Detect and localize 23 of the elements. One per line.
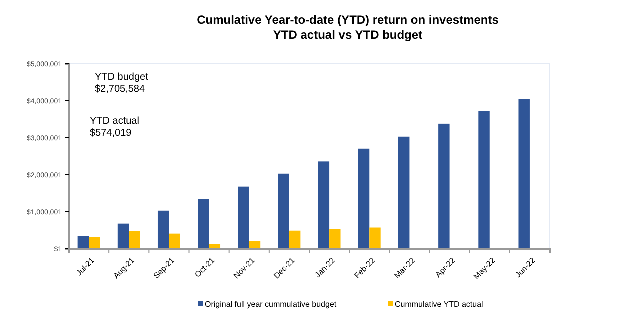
- bar: [289, 230, 301, 249]
- bar: [158, 210, 170, 249]
- bar: [129, 231, 140, 249]
- chart-title: Cumulative Year-to-date (YTD) return on investments YTD actual vs YTD budget: [197, 13, 500, 42]
- bar: [78, 236, 90, 249]
- bar: [89, 237, 100, 249]
- bar: [358, 148, 370, 249]
- annotation: YTD budget $2,705,584: [95, 72, 149, 95]
- bar: [278, 174, 290, 249]
- bar: [198, 199, 210, 249]
- bar: [438, 124, 450, 249]
- bar: [370, 228, 381, 249]
- bar: [478, 111, 490, 249]
- annotation: YTD actual $574,019: [90, 116, 140, 139]
- bar: [398, 136, 410, 249]
- bar: [118, 224, 130, 249]
- bar: [169, 234, 180, 249]
- bar: [318, 162, 330, 249]
- bar: [518, 99, 530, 249]
- legend-label: Original full year cummulative budget: [205, 300, 338, 309]
- bar: [330, 229, 341, 249]
- bar: [238, 186, 250, 249]
- legend-label: Cummulative YTD actual: [395, 300, 484, 309]
